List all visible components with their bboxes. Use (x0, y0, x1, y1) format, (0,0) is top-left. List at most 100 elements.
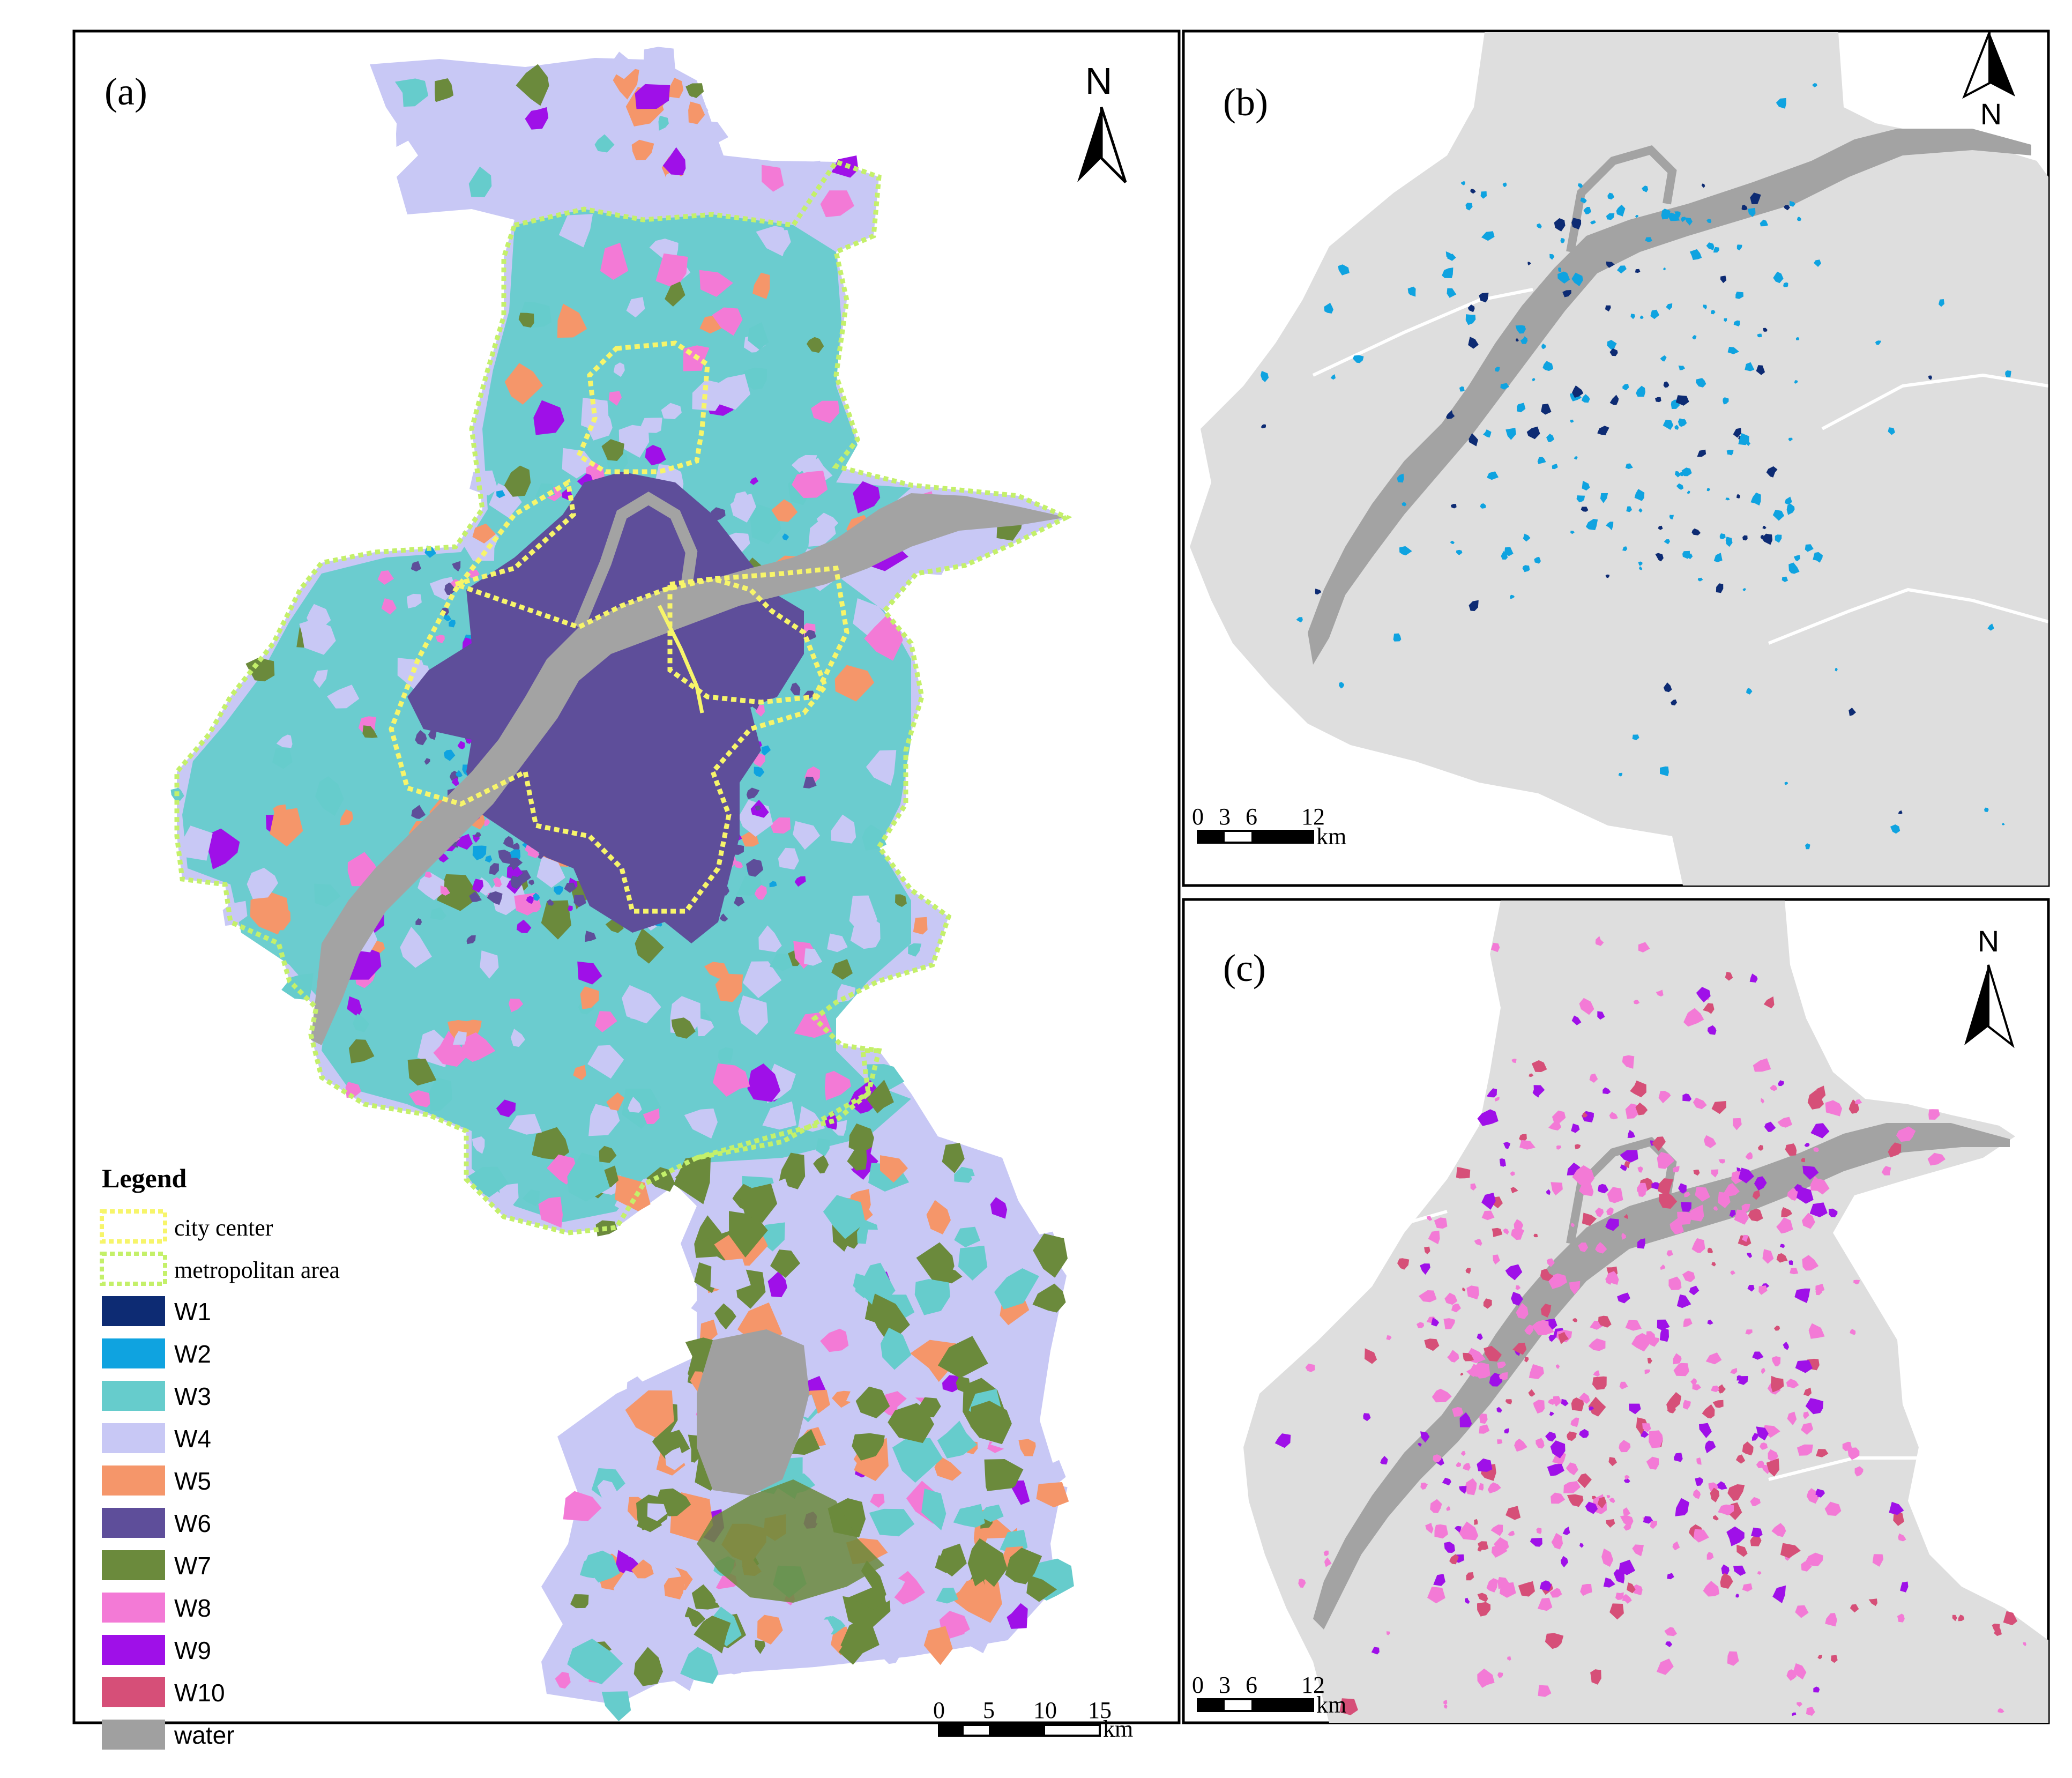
legend-title: Legend (102, 1163, 187, 1193)
patch (1786, 1379, 1799, 1388)
patch (1551, 1532, 1563, 1550)
patch (1560, 1556, 1568, 1568)
patch (1434, 1217, 1448, 1229)
patch (1579, 998, 1594, 1015)
patch (820, 190, 854, 218)
patch (1828, 1208, 1838, 1217)
patch (791, 1429, 820, 1455)
patch (1545, 1431, 1556, 1442)
patch (538, 1196, 563, 1228)
patch (1483, 1298, 1492, 1309)
patch (1928, 375, 1932, 380)
patch (558, 214, 593, 248)
patch (1555, 1364, 1560, 1369)
patch (1658, 1192, 1678, 1209)
patch (1505, 1506, 1521, 1520)
patch (1420, 1482, 1428, 1490)
patch (487, 891, 503, 905)
patch (816, 1138, 830, 1157)
patch (1750, 492, 1761, 506)
patch (1655, 553, 1664, 562)
patch (1493, 1537, 1509, 1554)
patch (468, 1166, 509, 1197)
patch (1664, 1627, 1677, 1636)
scalebar-a-unit: km (1103, 1716, 1133, 1742)
patch (694, 1616, 731, 1654)
patch (1683, 1008, 1704, 1027)
patch (400, 926, 432, 968)
patch (509, 849, 521, 861)
patch (1630, 314, 1635, 319)
patch (496, 490, 505, 499)
patch (1605, 1218, 1619, 1231)
patch (1298, 1579, 1306, 1588)
patch (1803, 1411, 1809, 1419)
patch (1713, 553, 1723, 562)
patch (1847, 1447, 1860, 1460)
patch (1532, 378, 1536, 382)
patch (816, 512, 839, 531)
patch (750, 504, 781, 545)
patch (1597, 1011, 1605, 1020)
patch (1805, 1398, 1824, 1415)
legend-swatch-w5 (102, 1465, 165, 1496)
patch (1758, 1285, 1768, 1295)
patch (1431, 1317, 1440, 1327)
patch (1684, 1192, 1690, 1197)
patch (1511, 1058, 1517, 1063)
patch (1619, 1381, 1628, 1389)
legend-label-w3: W3 (174, 1382, 211, 1410)
patch (771, 499, 798, 522)
patch (299, 619, 336, 655)
patch (1741, 1203, 1750, 1212)
patch (1026, 1575, 1057, 1602)
patch (1418, 1290, 1437, 1303)
patch (1750, 192, 1761, 204)
patch (1751, 1527, 1763, 1537)
patch (1633, 1000, 1640, 1005)
patch (1463, 1352, 1474, 1362)
patch (1446, 410, 1455, 419)
patch (635, 84, 670, 109)
patch (1787, 1411, 1797, 1425)
patch (1706, 488, 1711, 492)
patch (1540, 1268, 1554, 1281)
patch (1428, 1230, 1440, 1245)
patch (538, 852, 545, 859)
patch (853, 598, 888, 639)
patch (738, 995, 768, 1035)
patch (1491, 1545, 1508, 1558)
patch (1637, 1166, 1643, 1173)
patch (1595, 1207, 1604, 1217)
patch (509, 999, 524, 1013)
patch (408, 1090, 433, 1107)
patch (820, 1328, 849, 1352)
city-center-boundary-main (389, 478, 829, 914)
patch (855, 1386, 890, 1418)
patch (489, 863, 499, 875)
patch (1753, 1058, 1771, 1072)
patch (794, 160, 825, 194)
patch (1728, 450, 1734, 456)
patch (1711, 310, 1716, 315)
patch (1445, 251, 1453, 259)
patch (430, 907, 447, 920)
patch (870, 1293, 910, 1344)
north-label-c: N (1978, 924, 1999, 958)
patch (1674, 471, 1681, 478)
patch (1537, 457, 1546, 464)
patch (1571, 1015, 1582, 1025)
patch (1605, 1271, 1619, 1285)
patch (452, 561, 461, 572)
patch (834, 665, 875, 702)
patch (1576, 495, 1585, 503)
north-arrow-a: N (1077, 60, 1127, 183)
patch (1802, 1165, 1819, 1180)
patch (1551, 1182, 1563, 1196)
patch (469, 470, 498, 496)
patch (757, 1615, 783, 1645)
patch (1707, 1247, 1713, 1254)
patch (1752, 1190, 1761, 1200)
patch (1790, 200, 1795, 207)
patch (506, 867, 523, 880)
